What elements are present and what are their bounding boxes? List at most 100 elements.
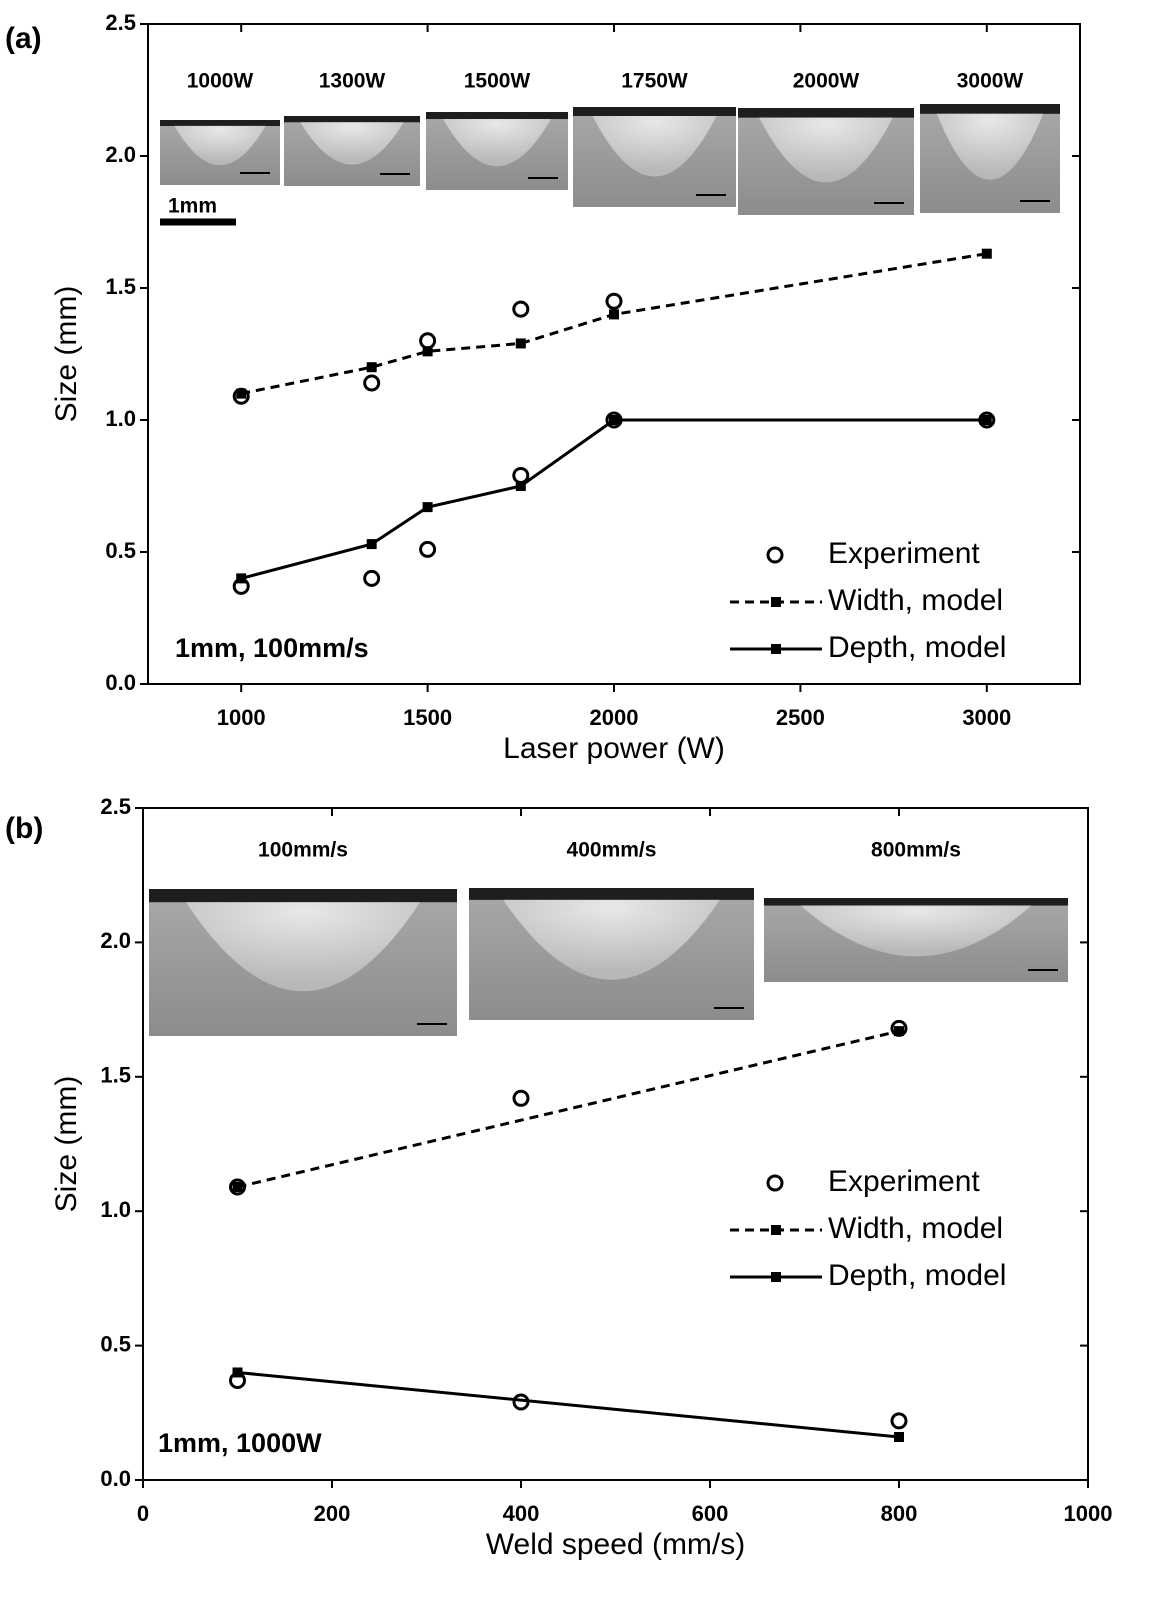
experiment-point xyxy=(419,540,437,558)
annotation: 1mm, 100mm/s xyxy=(175,633,369,663)
scale-bar-label: 1mm xyxy=(168,195,217,218)
model-marker xyxy=(232,1367,243,1378)
micrograph-top xyxy=(920,104,1060,114)
legend-label: Width, model xyxy=(828,1212,1003,1245)
experiment-point xyxy=(363,569,381,587)
y-tick-label: 1.0 xyxy=(100,1197,131,1222)
weld-pool xyxy=(185,902,421,992)
panel-label: (b) xyxy=(5,812,43,845)
legend-marker xyxy=(766,546,784,564)
legend-marker xyxy=(771,1272,781,1282)
experiment-point xyxy=(512,300,530,318)
legend-marker xyxy=(771,644,781,654)
legend-marker xyxy=(771,597,781,607)
model-marker xyxy=(232,1182,243,1193)
model-marker xyxy=(422,346,433,357)
x-tick-label: 0 xyxy=(137,1501,149,1526)
y-tick-label: 2.5 xyxy=(100,794,131,819)
inset-label: 1750W xyxy=(621,70,688,93)
y-tick-label: 0.0 xyxy=(105,670,136,695)
weld-pool xyxy=(759,117,893,183)
y-tick-label: 1.5 xyxy=(100,1063,131,1088)
model-marker xyxy=(236,573,247,584)
x-tick-label: 1000 xyxy=(1064,1501,1113,1526)
inset-label: 400mm/s xyxy=(567,839,657,862)
model-marker xyxy=(515,481,526,491)
x-tick-label: 1500 xyxy=(403,705,452,730)
annotation: 1mm, 1000W xyxy=(158,1428,322,1458)
legend-label: Depth, model xyxy=(828,631,1006,664)
legend-label: Experiment xyxy=(828,1165,980,1198)
model-marker xyxy=(609,415,619,425)
y-axis-label: Size (mm) xyxy=(50,286,83,423)
y-tick-label: 0.5 xyxy=(105,538,136,563)
inset-label: 1300W xyxy=(319,70,386,93)
panel-label: (a) xyxy=(5,22,42,55)
y-tick-label: 0.0 xyxy=(100,1466,131,1491)
micrograph-top xyxy=(149,889,457,903)
x-axis-label: Weld speed (mm/s) xyxy=(486,1528,746,1561)
x-tick-label: 800 xyxy=(881,1501,918,1526)
weld-pool xyxy=(300,122,404,165)
micrograph-top xyxy=(426,112,568,120)
x-tick-label: 2000 xyxy=(590,705,639,730)
x-tick-label: 600 xyxy=(692,1501,729,1526)
model-marker xyxy=(894,1431,904,1442)
inset-label: 2000W xyxy=(793,70,860,93)
inset-label: 800mm/s xyxy=(871,839,961,862)
y-axis-label: Size (mm) xyxy=(50,1076,83,1213)
model-line xyxy=(240,418,987,580)
model-line xyxy=(237,1370,900,1439)
legend-marker xyxy=(771,1225,781,1235)
weld-pool xyxy=(592,116,717,177)
weld-pool xyxy=(800,905,1032,957)
x-tick-label: 400 xyxy=(503,1501,540,1526)
micrograph-top xyxy=(160,120,280,126)
experiment-point xyxy=(890,1412,908,1430)
weld-pool xyxy=(174,125,266,166)
legend-label: Depth, model xyxy=(828,1259,1006,1292)
model-marker xyxy=(894,1026,904,1037)
inset-label: 1500W xyxy=(464,70,531,93)
micrograph-top xyxy=(738,108,914,118)
model-marker xyxy=(515,338,526,349)
model-marker xyxy=(366,539,377,550)
weld-pool xyxy=(936,113,1044,180)
model-marker xyxy=(609,309,619,320)
legend-marker xyxy=(766,1174,784,1192)
x-tick-label: 1000 xyxy=(217,705,266,730)
model-line xyxy=(240,252,988,396)
micrograph-top xyxy=(764,898,1068,906)
legend-label: Width, model xyxy=(828,584,1003,617)
experiment-point xyxy=(229,1178,246,1196)
experiment-point xyxy=(605,292,623,310)
x-axis-label: Laser power (W) xyxy=(503,732,725,765)
experiment-point xyxy=(512,1089,530,1107)
y-tick-label: 1.5 xyxy=(105,274,136,299)
experiment-point xyxy=(512,466,530,484)
y-tick-label: 2.5 xyxy=(105,10,136,35)
x-tick-label: 2500 xyxy=(776,705,825,730)
inset-label: 100mm/s xyxy=(258,839,348,862)
legend-label: Experiment xyxy=(828,537,980,570)
micrograph-top xyxy=(284,116,420,123)
weld-pool xyxy=(503,899,720,980)
experiment-point xyxy=(363,374,381,392)
x-tick-label: 3000 xyxy=(962,705,1011,730)
model-marker xyxy=(981,415,992,425)
x-tick-label: 200 xyxy=(314,1501,351,1526)
plot-frame xyxy=(142,807,1089,1481)
model-marker xyxy=(366,362,377,373)
y-tick-label: 2.0 xyxy=(105,142,136,167)
experiment-point xyxy=(419,332,437,350)
model-marker xyxy=(981,248,992,259)
y-tick-label: 0.5 xyxy=(100,1331,131,1356)
model-marker xyxy=(422,502,433,513)
micrograph-top xyxy=(469,888,754,900)
y-tick-label: 1.0 xyxy=(105,406,136,431)
inset-label: 1000W xyxy=(187,70,254,93)
y-tick-label: 2.0 xyxy=(100,928,131,953)
model-marker xyxy=(236,388,247,399)
weld-pool xyxy=(443,119,551,167)
